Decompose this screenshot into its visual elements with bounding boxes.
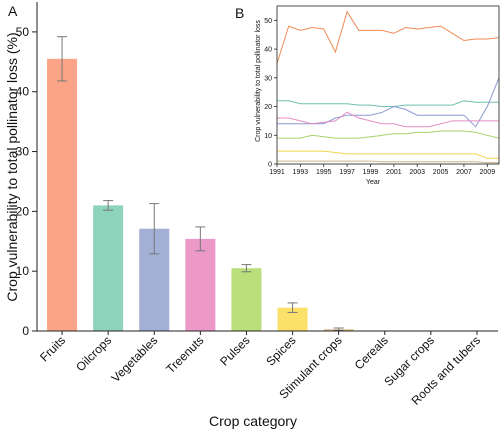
panel-a-ticks: 0 10 20 30 40 50 — [16, 25, 37, 338]
panel-b-y-tick-label: 10 — [264, 133, 272, 140]
panel-b-x-tick-label: 1995 — [316, 169, 332, 176]
error-bar — [57, 36, 68, 82]
panel-a-x-tick-label: Oilcrops — [73, 333, 114, 374]
series-line — [276, 10, 500, 64]
panel-a-x-tick-label: Fruits — [37, 333, 68, 364]
error-bar — [333, 327, 344, 331]
bar — [93, 205, 124, 331]
error-bar — [287, 302, 298, 313]
panel-b-x-tick-label: 1993 — [293, 169, 309, 176]
bar — [47, 58, 78, 332]
bar — [231, 268, 262, 331]
panel-a-bars — [47, 58, 354, 332]
panel-a-error-bars — [57, 36, 344, 331]
series-line — [277, 130, 500, 139]
panel-b-y-axis-label: Crop vulnerability to total pollinator l… — [255, 20, 262, 142]
panel-a-x-tick-label: Spices — [263, 333, 298, 368]
panel-b-x-tick-label: 1991 — [269, 169, 285, 176]
panel-b-ticks: 0 10 20 30 40 50 1991 1993 1995 1997 1999 2001 2003 2… — [264, 18, 495, 176]
panel-a-x-tick-label: Vegetables — [108, 333, 160, 385]
panel-b-y-tick-label: 40 — [264, 47, 272, 54]
panel-a-y-axis-label: Crop vulnerability to total pollinator l… — [4, 32, 20, 301]
error-bar — [103, 200, 114, 211]
panel-a-x-axis-label: Crop category — [209, 413, 297, 429]
panel-b-x-tick-label: 1997 — [339, 169, 355, 176]
panel-a-x-tick-label: Cereals — [352, 333, 391, 372]
panel-b-y-tick-label: 50 — [264, 18, 272, 25]
panel-a-x-tick-label: Pulses — [217, 333, 252, 368]
panel-a-y-tick-label: 50 — [16, 25, 30, 39]
error-bar — [195, 226, 206, 252]
panel-b-x-tick-label: 2003 — [409, 169, 425, 176]
error-bar — [149, 203, 160, 255]
panel-b-x-tick-label: 2005 — [433, 169, 449, 176]
panel-b-inset: B Crop vulnerability to total pollinator… — [235, 4, 500, 186]
panel-a-y-tick-label: 40 — [16, 85, 30, 99]
panel-b-y-tick-label: 20 — [264, 104, 272, 111]
panel-a-label: A — [8, 3, 18, 19]
panel-a-y-tick-label: 0 — [22, 324, 29, 338]
panel-b-y-tick-label: 30 — [264, 75, 272, 82]
panel-b-x-axis-label: Year — [366, 179, 381, 186]
bar — [277, 307, 308, 331]
series-line — [277, 111, 499, 128]
panel-a-y-tick-label: 20 — [16, 204, 30, 218]
series-line — [277, 100, 499, 107]
panel-b-x-tick-label: 2009 — [480, 169, 496, 176]
panel-b-label: B — [235, 5, 244, 21]
bar — [185, 238, 216, 331]
panel-b-x-tick-label: 1999 — [363, 169, 379, 176]
panel-b-frame — [276, 5, 500, 165]
panel-b-x-tick-label: 2001 — [386, 169, 402, 176]
series-line — [277, 150, 499, 159]
panel-a-y-tick-label: 30 — [16, 145, 30, 159]
panel-b-x-tick-label: 2007 — [456, 169, 472, 176]
series-line — [277, 160, 499, 164]
panel-b-y-tick-label: 0 — [268, 162, 272, 169]
error-bar — [241, 264, 252, 273]
panel-a-x-tick-label: Treenuts — [163, 333, 206, 376]
inset-background — [253, 4, 499, 174]
panel-a-y-tick-label: 10 — [16, 264, 30, 278]
